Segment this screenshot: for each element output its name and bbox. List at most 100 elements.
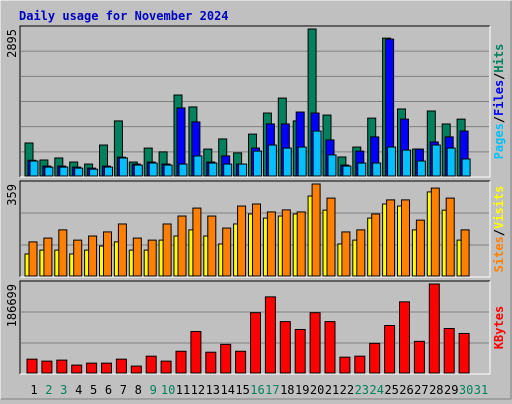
bar [443,328,455,374]
bar [220,343,232,374]
bar [117,223,127,277]
x-tick-label: 25 [384,383,398,397]
bar [253,150,262,177]
x-tick-label: 12 [191,383,205,397]
bar [431,144,441,177]
bar [297,146,307,177]
bar [356,229,366,277]
bar [401,199,410,277]
bar [74,167,84,177]
x-tick-label: 9 [150,383,157,397]
legend-entry: Hits [492,44,506,73]
bar [372,162,382,177]
x-tick-label: 18 [280,383,294,397]
y-tick-label: 186699 [5,284,19,327]
bar [162,223,172,277]
bar [29,160,39,177]
panel-edge-dark [19,280,490,374]
bar [369,342,381,374]
bar [309,312,321,374]
bar [428,283,440,374]
bar [430,187,440,277]
legend-entry: Files [492,80,506,116]
bar [460,229,470,277]
bar [223,163,233,177]
x-tick-label: 7 [120,383,127,397]
bar [341,231,351,277]
bar [294,328,306,374]
bar [387,146,397,177]
bar [44,166,54,177]
bar [89,168,99,177]
bar [402,149,411,177]
bar [56,359,68,374]
legend-entry: KBytes [492,306,506,349]
x-tick-label: 17 [265,383,279,397]
bar [28,241,38,277]
bar [458,332,470,374]
x-tick-label: 29 [444,383,458,397]
y-tick-label: 359 [5,184,19,206]
panel-edge-light [20,26,491,178]
bar [324,321,336,374]
bar [192,207,202,277]
legend: Pages/Files/Hits [492,44,506,160]
x-tick-label: 11 [176,383,190,397]
bar [43,237,53,277]
bar [445,197,455,277]
panel-edge-dark [19,25,490,177]
bar [103,231,112,277]
x-tick-label: 19 [295,383,309,397]
bar [59,166,69,177]
legend-entry: Visits [492,186,506,229]
bar [238,163,248,177]
x-tick-label: 5 [90,383,97,397]
chart-title: Daily usage for November 2024 [19,9,229,23]
x-tick-label: 15 [235,383,249,397]
bar [71,364,83,374]
bar [222,227,232,277]
bar [342,165,352,177]
bar [371,213,381,277]
x-tick-label: 6 [105,383,112,397]
legend-entry: Pages [492,123,506,159]
bar [281,209,291,277]
legend-separator: / [492,116,506,123]
x-tick-label: 2 [45,383,52,397]
bar [193,155,203,177]
x-tick-label: 23 [355,383,369,397]
bar [148,162,158,177]
panel-edge-dark [19,180,490,277]
bar [130,365,142,374]
bar [326,197,336,277]
bar [339,356,351,374]
bar [235,350,247,374]
bar [446,147,456,177]
x-tick-label: 31 [474,383,488,397]
bar [86,362,98,374]
bar [327,154,337,177]
panel-edge-light [20,281,491,375]
bar [118,157,128,177]
x-tick-label: 3 [60,383,67,397]
bar [357,162,367,177]
x-tick-label: 10 [161,383,175,397]
legend-separator: / [492,229,506,236]
bar [266,211,276,277]
bar [354,355,366,374]
x-tick-label: 27 [414,383,428,397]
bar [267,144,277,177]
x-tick-label: 26 [399,383,413,397]
x-tick-label: 14 [220,383,234,397]
bar [115,358,127,374]
bar [41,360,53,374]
bar [101,362,112,374]
x-tick-label: 21 [325,383,339,397]
bar [386,199,396,277]
bar [207,215,217,277]
x-tick-label: 28 [429,383,443,397]
bar [461,158,471,177]
bar [208,162,218,177]
x-tick-label: 20 [310,383,324,397]
